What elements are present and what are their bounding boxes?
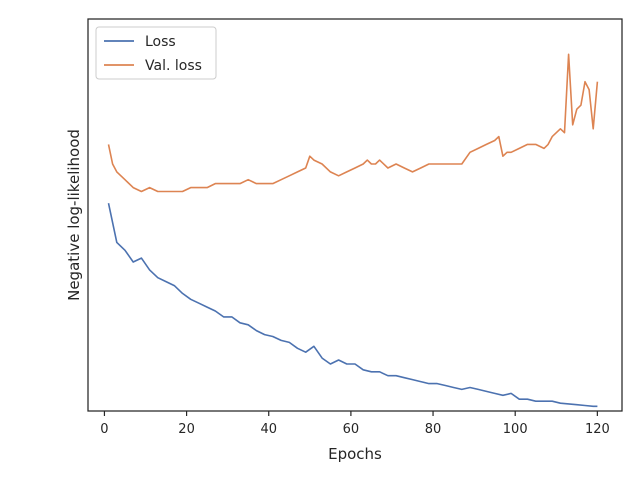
legend-label-0: Loss [145, 34, 176, 50]
y-axis-label: Negative log-likelihood [65, 129, 83, 301]
x-axis-label: Epochs [328, 445, 382, 463]
x-tick-label: 20 [178, 422, 195, 437]
x-tick-label: 60 [343, 422, 360, 437]
legend: Loss Val. loss [95, 26, 217, 80]
x-tick-label: 100 [503, 422, 528, 437]
x-axis-ticks: 0 20 40 60 80 100 120 [100, 411, 610, 437]
x-tick-label: 80 [425, 422, 442, 437]
series-line-0 [107, 203, 598, 408]
x-tick-label: 40 [260, 422, 277, 437]
series-line-1 [107, 53, 599, 193]
series-lines [107, 53, 599, 408]
legend-label-1: Val. loss [145, 58, 202, 74]
legend-frame [95, 26, 217, 80]
x-tick-label: 120 [585, 422, 610, 437]
x-tick-label: 0 [100, 422, 108, 437]
plot-frame [87, 18, 623, 412]
plot-background [88, 19, 622, 411]
